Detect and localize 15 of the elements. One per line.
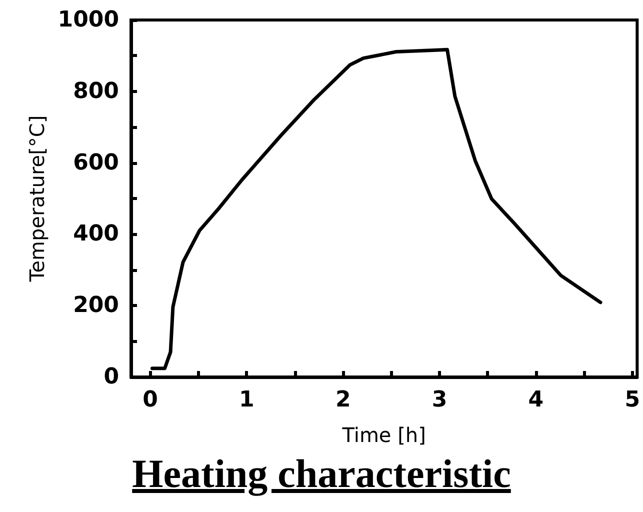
y-tick-label: 200 bbox=[73, 293, 119, 318]
x-tick-label: 4 bbox=[528, 388, 544, 412]
x-axis-title: Time [h] bbox=[341, 423, 426, 447]
y-tick-label: 800 bbox=[73, 78, 119, 104]
x-tick-label: 1 bbox=[239, 388, 254, 412]
x-tick-label: 5 bbox=[624, 388, 640, 412]
y-tick-label: 0 bbox=[104, 364, 119, 390]
x-tick-label: 2 bbox=[335, 388, 351, 412]
x-tick-label: 0 bbox=[142, 388, 158, 412]
y-tick-label: 600 bbox=[73, 150, 119, 176]
y-tick-label: 400 bbox=[73, 222, 119, 247]
text: Heating characteristic bbox=[131, 450, 512, 497]
x-tick-label: 3 bbox=[432, 388, 448, 412]
y-axis-title: Temperature[°C] bbox=[24, 115, 49, 283]
y-tick-label: 1000 bbox=[58, 8, 119, 32]
